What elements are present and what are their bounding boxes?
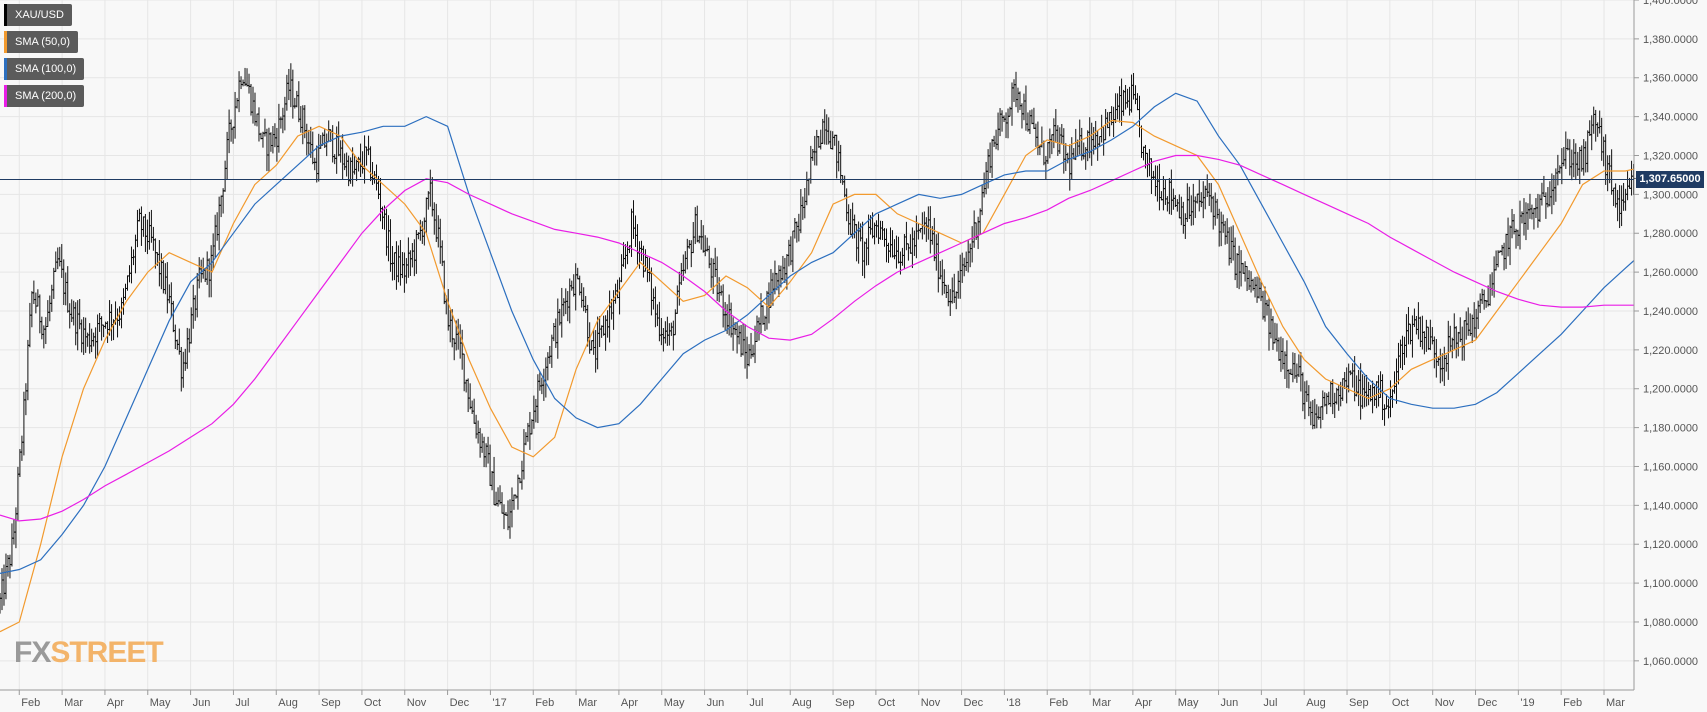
y-tick-label: 1,300.0000 [1643,189,1698,201]
x-tick-label: Nov [1435,697,1455,709]
x-tick-label: '17 [492,697,506,709]
x-tick-label: Jun [193,697,211,709]
y-tick-label: 1,220.0000 [1643,345,1698,357]
y-tick-label: 1,280.0000 [1643,228,1698,240]
legend-swatch-sma50 [4,31,7,53]
legend-swatch-sma200 [4,85,7,107]
sma-200-line [0,154,1634,522]
y-tick-label: 1,120.0000 [1643,539,1698,551]
y-tick-label: 1,100.0000 [1643,578,1698,590]
x-tick-label: Feb [535,697,554,709]
x-tick-label: Oct [878,697,895,709]
y-tick-label: 1,160.0000 [1643,461,1698,473]
y-tick-label: 1,320.0000 [1643,150,1698,162]
y-tick-label: 1,080.0000 [1643,617,1698,629]
legend-item-sma200[interactable]: SMA (200,0) [4,85,85,107]
legend-swatch-sma100 [4,58,7,80]
x-tick-label: Sep [321,697,341,709]
x-tick-label: Nov [407,697,427,709]
price-bars-layer [0,63,1636,614]
x-tick-label: Dec [450,697,470,709]
x-tick-label: Aug [1306,697,1326,709]
x-tick-label: Aug [278,697,298,709]
x-tick-label: Apr [621,697,638,709]
legend-item-xauusd[interactable]: XAU/USD [4,4,72,26]
sma-lines-layer [0,92,1635,633]
current-price-badge: 1,307.65000 [1636,170,1704,188]
y-tick-label: 1,400.0000 [1643,0,1698,7]
x-tick-label: Oct [1392,697,1409,709]
y-tick-label: 1,200.0000 [1643,384,1698,396]
x-tick-label: '19 [1520,697,1534,709]
legend-label-sma50: SMA (50,0) [15,36,71,48]
x-tick-label: Aug [792,697,812,709]
legend-swatch-xauusd [4,4,7,26]
y-tick-label: 1,260.0000 [1643,267,1698,279]
y-tick-label: 1,380.0000 [1643,34,1698,46]
x-tick-label: Oct [364,697,381,709]
x-tick-label: Jun [1221,697,1239,709]
x-tick-label: Mar [64,697,83,709]
x-tick-label: '18 [1006,697,1020,709]
sma-50-line [0,119,1635,633]
x-tick-label: Mar [578,697,597,709]
y-tick-label: 1,340.0000 [1643,112,1698,124]
x-tick-label: Dec [1478,697,1498,709]
x-tick-label: Dec [964,697,984,709]
x-tick-label: Feb [1049,697,1068,709]
x-tick-label: May [150,697,171,709]
x-tick-label: May [1178,697,1199,709]
legend: XAU/USD SMA (50,0) SMA (100,0) SMA (200,… [4,4,85,112]
x-tick-label: Apr [1135,697,1152,709]
x-tick-label: Jul [749,697,763,709]
x-tick-label: Sep [1349,697,1369,709]
legend-label-xauusd: XAU/USD [15,9,64,21]
logo-fx: FX [14,636,51,669]
y-tick-label: 1,180.0000 [1643,423,1698,435]
x-tick-label: Jun [707,697,725,709]
grid-layer [0,0,1634,690]
legend-label-sma200: SMA (200,0) [15,90,77,102]
x-tick-label: Sep [835,697,855,709]
fxstreet-logo: FXSTREET [14,636,164,670]
logo-street: STREET [50,636,163,669]
x-tick-label: Jul [235,697,249,709]
legend-label-sma100: SMA (100,0) [15,63,77,75]
x-tick-label: Mar [1092,697,1111,709]
x-tick-label: Feb [1563,697,1582,709]
x-tick-label: Nov [921,697,941,709]
x-tick-label: Mar [1606,697,1625,709]
y-tick-label: 1,060.0000 [1643,656,1698,668]
x-tick-label: May [664,697,685,709]
legend-item-sma100[interactable]: SMA (100,0) [4,58,85,80]
y-tick-label: 1,360.0000 [1643,73,1698,85]
legend-item-sma50[interactable]: SMA (50,0) [4,31,79,53]
sma-100-line [0,92,1635,574]
x-tick-label: Apr [107,697,124,709]
x-tick-label: Jul [1263,697,1277,709]
y-tick-label: 1,140.0000 [1643,500,1698,512]
y-tick-label: 1,240.0000 [1643,306,1698,318]
x-tick-label: Feb [21,697,40,709]
